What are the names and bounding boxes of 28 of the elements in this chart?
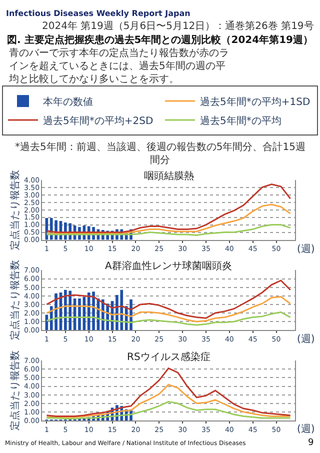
x-axis-title: (週) bbox=[297, 334, 315, 345]
line-series bbox=[46, 311, 292, 326]
line-series bbox=[46, 400, 292, 420]
x-axis-title: (週) bbox=[297, 244, 315, 255]
legend-label: 本年の数値 bbox=[43, 96, 93, 108]
line-series bbox=[46, 384, 292, 418]
line-series bbox=[46, 280, 292, 319]
legend-label: 過去5年間*の平均+2SD bbox=[43, 114, 154, 127]
chart-title: A群溶血性レンサ球菌咽頭炎 bbox=[105, 260, 232, 272]
text: 2024年 第19週（5月6日〜5月12日）：通巻第26巻 第19号 bbox=[42, 20, 314, 32]
legend-label: 過去5年間*の平均 bbox=[200, 114, 282, 127]
text: 青のバーで示す本年の定点当たり報告数が赤のラインを超えているときには、過去5年間の週の平均と比較してかなり多いことを示す。 bbox=[8, 47, 229, 85]
x-axis-title: (週) bbox=[297, 424, 315, 435]
text: 9 bbox=[308, 438, 314, 448]
line-series bbox=[46, 224, 292, 236]
text: 図. 主要定点把握疾患の過去5年間との週別比較（2024年第19週） bbox=[7, 34, 313, 46]
y-axis-title: 定点当たり報告数 bbox=[9, 350, 22, 431]
y-axis-title: 定点当たり報告数 bbox=[9, 260, 22, 340]
line-series bbox=[46, 296, 292, 322]
legend-label: 過去5年間*の平均+1SD bbox=[200, 96, 310, 108]
chart-title: RSウイルス感染症 bbox=[127, 351, 210, 363]
line-series bbox=[46, 204, 292, 235]
text: Infectious Diseases Weekly Report Japan bbox=[6, 9, 191, 18]
text: *過去5年間：前週、当該週、後週の報告数の5年間分、合計15週間分 bbox=[15, 141, 306, 166]
chart-title: 咽頭結膜熱 bbox=[144, 170, 194, 182]
line-series bbox=[46, 184, 292, 234]
line-series bbox=[46, 368, 292, 417]
y-axis-title: 定点当たり報告数 bbox=[9, 170, 22, 250]
